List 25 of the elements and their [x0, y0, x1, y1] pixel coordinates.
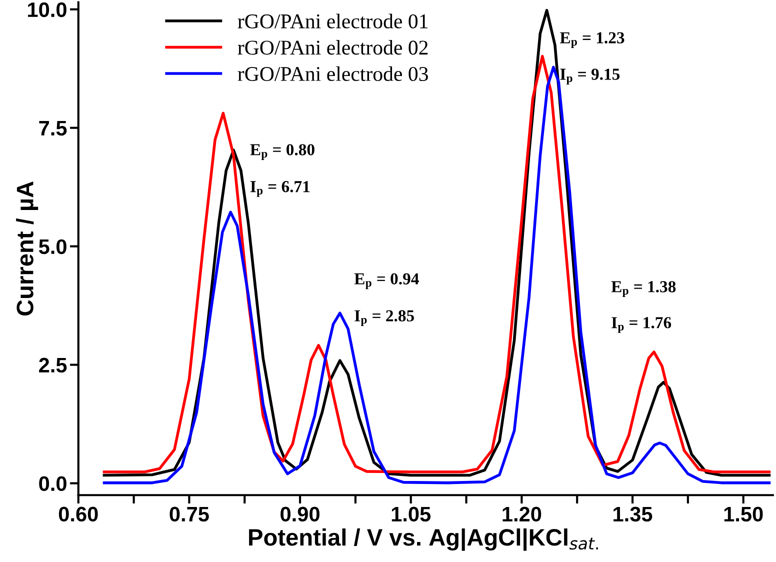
- legend-label: rGO/PAni electrode 01: [238, 14, 428, 28]
- x-tick-label: 1.05: [392, 506, 431, 522]
- legend-label: rGO/PAni electrode 03: [238, 66, 428, 82]
- y-tick-label: 2.5: [39, 358, 67, 373]
- x-axis-title: Potential / V vs. Ag|AgCl|KCl$_{sat.}$: [249, 528, 598, 551]
- y-tick-label: 7.5: [39, 121, 67, 136]
- annotation: E$_{p}$ = 0.80: [250, 144, 314, 160]
- annotation: E$_{p}$ = 1.23: [560, 32, 624, 48]
- x-tick-label: 1.20: [502, 506, 542, 522]
- y-tick-label: 10.0: [28, 2, 66, 18]
- x-tick-label: 0.75: [170, 506, 209, 522]
- annotation: I$_{p}$ = 2.85: [354, 310, 414, 326]
- x-tick-label: 1.35: [614, 506, 652, 522]
- x-tick-label: 0.90: [280, 506, 320, 522]
- y-tick-label: 5.0: [38, 239, 66, 254]
- x-tick-label: 0.60: [58, 506, 98, 522]
- y-tick-label: 0.0: [39, 476, 66, 492]
- y-axis-title: Current / µA: [16, 182, 38, 316]
- annotation: E$_{p}$ = 0.94: [354, 273, 419, 290]
- annotation: E$_{p}$ = 1.38: [611, 281, 676, 297]
- legend-label: rGO/PAni electrode 02: [238, 40, 428, 55]
- annotation: I$_{p}$ = 1.76: [612, 317, 672, 333]
- x-tick-label: 1.50: [724, 506, 763, 522]
- annotation: I$_{p}$ = 9.15: [560, 68, 620, 84]
- annotation: I$_{p}$ = 6.71: [250, 181, 310, 197]
